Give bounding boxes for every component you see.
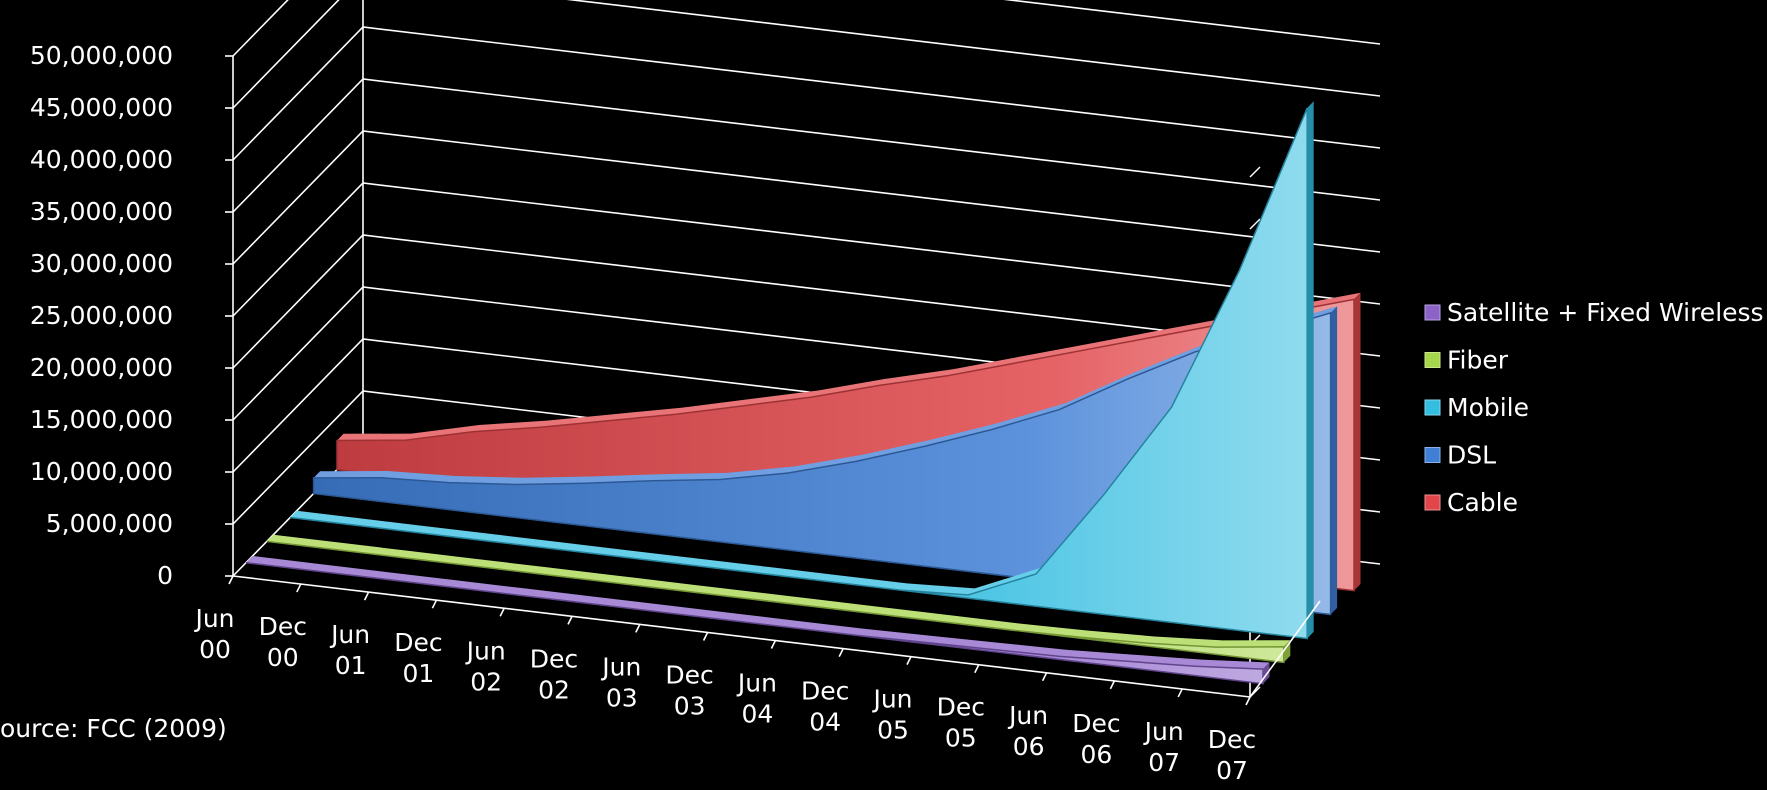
- series-top-ribbon: [246, 556, 1270, 670]
- series-satellite-fixed-wireless: [245, 556, 1270, 685]
- x-tick-label: Dec 00: [259, 612, 307, 672]
- x-tick-mark: [702, 632, 709, 641]
- x-tick-mark: [906, 656, 912, 666]
- plot-area: [245, 101, 1361, 685]
- gridline: [232, 182, 1381, 317]
- gridline: [232, 234, 1381, 369]
- gridline: [232, 130, 1381, 265]
- x-tick-mark: [635, 624, 641, 633]
- series-end-cap: [1263, 662, 1270, 684]
- x-tick-label: Jun 01: [329, 620, 370, 680]
- source-note: ource: FCC (2009): [0, 714, 227, 743]
- y-tick-label: 45,000,000: [30, 93, 173, 122]
- floor-right-edge: [1249, 600, 1321, 698]
- x-tick-label: Dec 06: [1072, 709, 1120, 769]
- x-tick-mark: [1109, 680, 1116, 690]
- x-tick-label: Jun 03: [600, 652, 641, 712]
- x-tick-mark: [296, 583, 302, 593]
- x-axis-line: [232, 575, 1251, 698]
- x-tick-label: Jun 07: [1143, 717, 1184, 777]
- legend-label: Fiber: [1447, 346, 1509, 375]
- series-fiber: [266, 534, 1291, 664]
- x-tick-label: Dec 04: [801, 677, 849, 737]
- x-tick-mark: [1245, 696, 1251, 706]
- legend-item-fiber: Fiber: [1424, 346, 1509, 375]
- y-tick-label: 10,000,000: [30, 457, 173, 486]
- y-tick-label: 0: [157, 561, 173, 590]
- legend-swatch: [1424, 494, 1441, 511]
- x-tick-label: Jun 02: [465, 636, 506, 696]
- y-axis: 0 5,000,000 10,000,000 15,000,000 20,000,000…: [30, 41, 1261, 698]
- legend-label: Cable: [1447, 488, 1518, 517]
- x-tick-mark: [770, 640, 777, 649]
- x-tick-label: Jun 05: [871, 685, 912, 745]
- gridlines: [232, 0, 1381, 577]
- series-area: [245, 561, 1264, 685]
- x-axis: Jun 00 Dec 00 Jun 01 Dec 01 Jun 02 Dec 02 Jun 03 Dec 03…: [193, 575, 1321, 785]
- legend-label: DSL: [1447, 441, 1496, 470]
- x-tick-label: Dec 03: [665, 660, 713, 720]
- right-tick-mark: [1249, 166, 1261, 178]
- series-end-cap: [1330, 306, 1338, 615]
- x-tick-mark: [1041, 672, 1048, 682]
- y-tick-label: 30,000,000: [30, 249, 173, 278]
- x-tick-mark: [838, 648, 844, 657]
- x-tick-label: Jun 00: [193, 604, 234, 664]
- legend-swatch: [1424, 399, 1441, 416]
- x-tick-mark: [499, 607, 505, 617]
- x-tick-label: Dec 02: [530, 644, 578, 704]
- x-tick-mark: [228, 575, 234, 585]
- y-tick-label: 40,000,000: [30, 145, 173, 174]
- gridline: [232, 26, 1381, 161]
- legend-swatch: [1424, 352, 1441, 368]
- series-end-cap: [1354, 292, 1361, 591]
- series-end-cap: [1283, 640, 1291, 663]
- legend-swatch: [1424, 447, 1441, 463]
- x-tick-mark: [974, 664, 980, 674]
- x-tick-mark: [363, 591, 370, 601]
- x-tick-mark: [1177, 688, 1183, 698]
- y-tick-label: 50,000,000: [30, 41, 173, 70]
- legend-item-dsl: DSL: [1424, 441, 1496, 470]
- series-area: [266, 540, 1285, 664]
- series-area: [290, 107, 1308, 640]
- legend-label: Satellite + Fixed Wireless: [1447, 298, 1764, 327]
- x-tick-mark: [567, 615, 573, 625]
- x-tick-label: Dec 05: [937, 693, 985, 753]
- y-tick-label: 5,000,000: [46, 509, 173, 538]
- series-end-cap: [1307, 101, 1314, 639]
- y-tick-label: 15,000,000: [30, 405, 173, 434]
- x-tick-label: Jun 06: [1007, 701, 1048, 761]
- series-mobile: [290, 101, 1314, 640]
- y-tick-label: 25,000,000: [30, 301, 173, 330]
- x-tick-label: Dec 01: [394, 628, 442, 688]
- x-tick-label: Jun 04: [736, 669, 777, 729]
- gridline: [232, 0, 1381, 109]
- x-tick-mark: [431, 599, 438, 609]
- y-tick-label: 20,000,000: [30, 353, 173, 382]
- legend-swatch: [1424, 304, 1441, 321]
- right-tick-mark: [1249, 218, 1261, 230]
- x-tick-label: Dec 07: [1208, 725, 1256, 785]
- gridline: [232, 0, 1381, 57]
- y-tick-label: 35,000,000: [30, 197, 173, 226]
- legend: Satellite + Fixed Wireless Fiber Mobile DSL…: [1424, 298, 1764, 517]
- legend-item-satellite-fixed-wireless: Satellite + Fixed Wireless: [1424, 298, 1764, 327]
- gridline: [232, 78, 1381, 213]
- legend-label: Mobile: [1447, 393, 1529, 422]
- legend-item-cable: Cable: [1424, 488, 1518, 517]
- legend-item-mobile: Mobile: [1424, 393, 1529, 422]
